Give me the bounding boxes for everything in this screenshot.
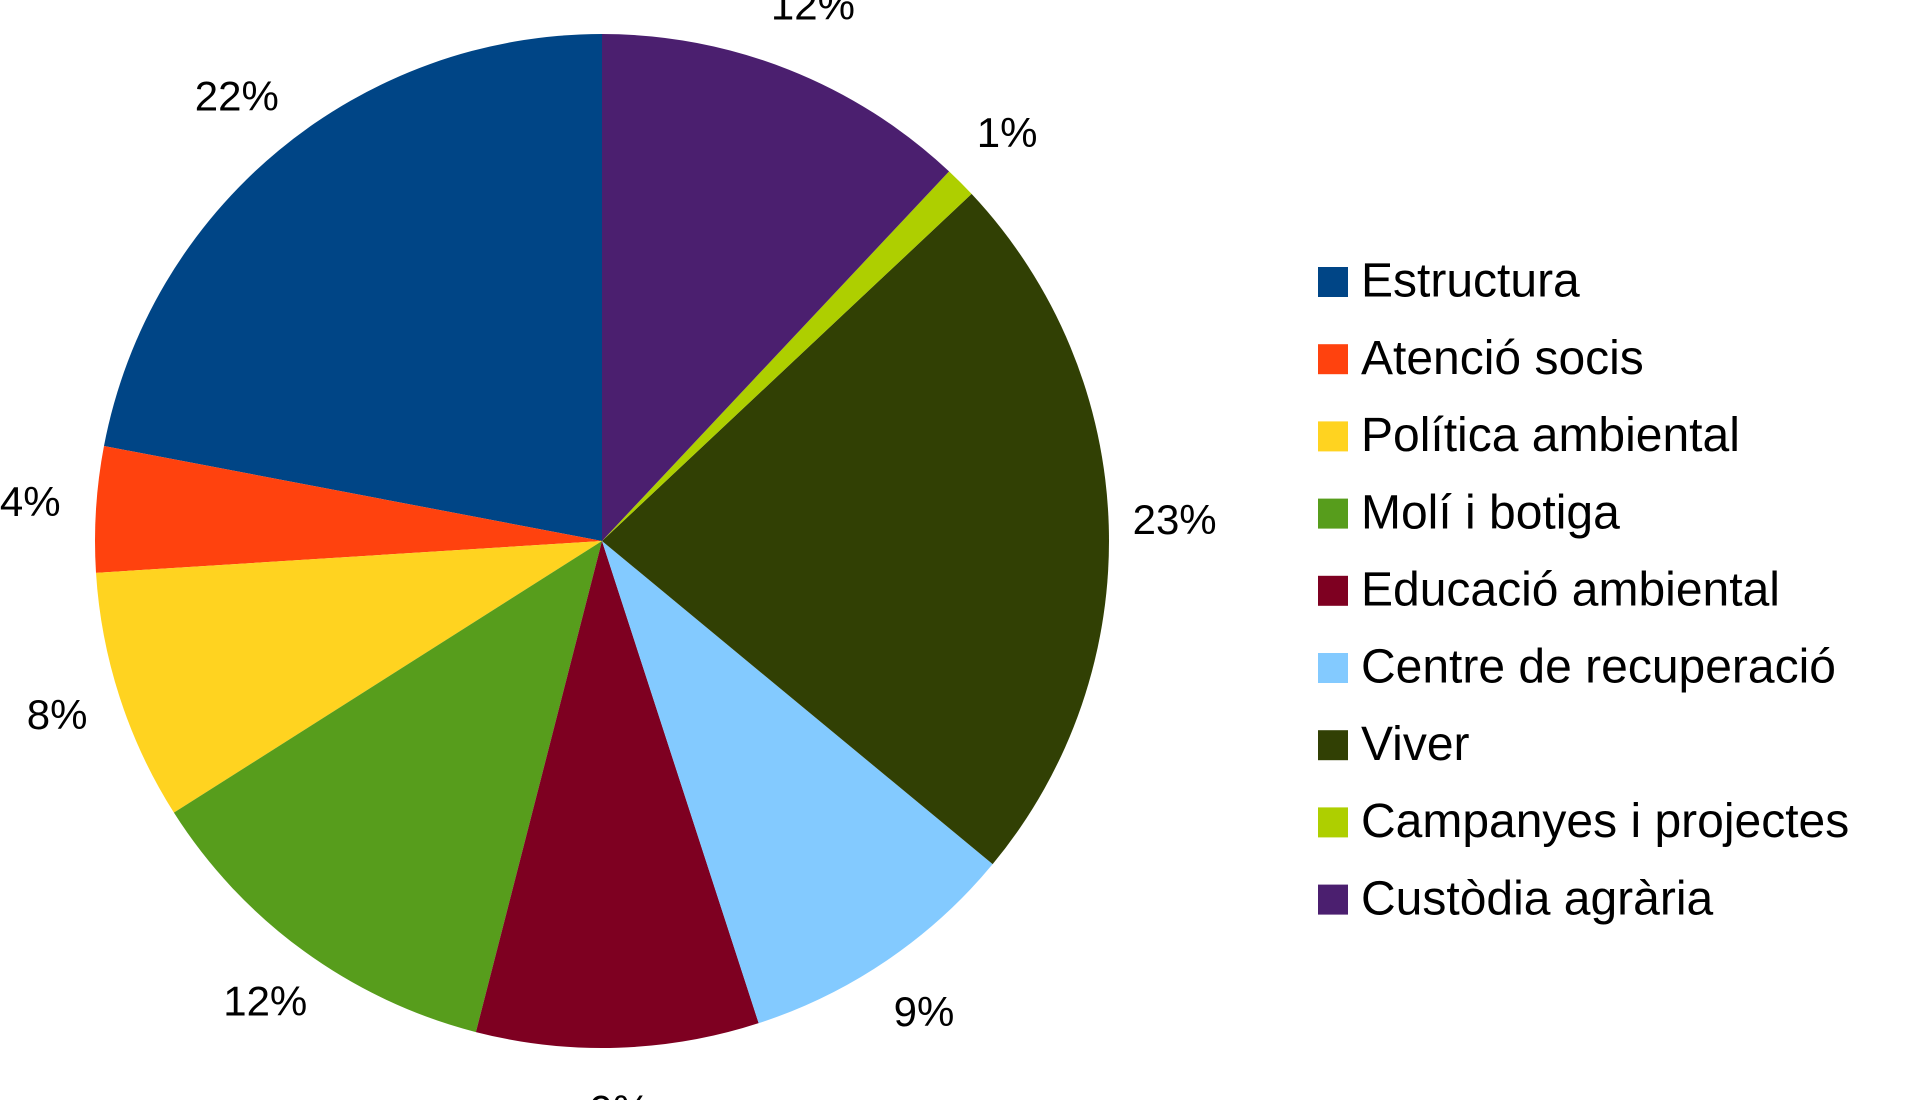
pie-slice xyxy=(96,541,602,813)
slice-label: 22% xyxy=(195,73,279,120)
pie-slice xyxy=(173,541,603,1033)
legend-label: Educació ambiental xyxy=(1361,563,1780,616)
pie-slice xyxy=(94,445,602,573)
legend-swatch xyxy=(1318,344,1348,375)
legend-swatch xyxy=(1318,653,1348,683)
slice-label: 9% xyxy=(590,1087,651,1100)
slice-label: 1% xyxy=(977,109,1038,156)
slice-label: 9% xyxy=(894,988,955,1035)
slice-label: 12% xyxy=(223,978,307,1025)
pie-slice xyxy=(475,541,759,1048)
slice-label: 4% xyxy=(0,478,61,525)
legend-label: Campanyes i projectes xyxy=(1361,795,1849,848)
legend-label: Custòdia agrària xyxy=(1361,872,1714,925)
slice-label: 8% xyxy=(27,691,88,738)
legend-swatch xyxy=(1318,884,1348,915)
legend-label: Atenció socis xyxy=(1361,332,1644,385)
legend-swatch xyxy=(1318,421,1348,452)
pie-slice xyxy=(602,193,1110,865)
legend-swatch xyxy=(1318,498,1348,529)
legend-label: Molí i botiga xyxy=(1361,486,1620,539)
legend-swatch xyxy=(1318,730,1348,761)
pie-slice xyxy=(602,541,993,1024)
legend-label: Estructura xyxy=(1361,255,1580,308)
slice-label: 23% xyxy=(1133,496,1217,543)
pie-slice xyxy=(602,34,950,541)
slice-label: 12% xyxy=(771,0,855,28)
pie-slice xyxy=(602,171,972,541)
legend-swatch xyxy=(1318,575,1348,606)
legend-swatch xyxy=(1318,807,1348,838)
legend-label: Centre de recuperació xyxy=(1361,641,1836,694)
legend-label: Política ambiental xyxy=(1361,409,1740,462)
legend-label: Viver xyxy=(1361,718,1470,771)
pie-slice xyxy=(103,34,603,541)
legend-swatch xyxy=(1318,267,1348,297)
